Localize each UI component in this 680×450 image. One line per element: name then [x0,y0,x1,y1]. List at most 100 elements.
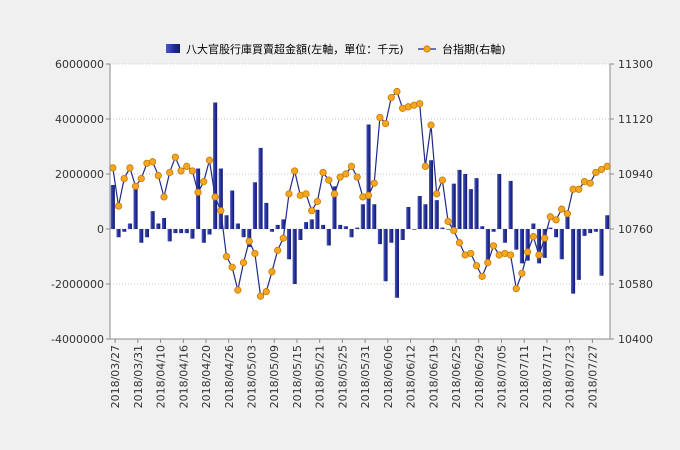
bar [525,229,530,261]
index-point [438,176,446,184]
bar [173,229,178,234]
index-point [370,179,378,187]
index-point [597,165,606,174]
index-point [416,100,424,108]
bar [457,169,462,230]
index-point [455,239,464,247]
bar [542,229,547,258]
x-tick-label: 2018/07/05 [495,345,508,408]
index-point [302,190,310,198]
y-right-tick-label: 10580 [618,278,653,291]
bar [230,190,235,229]
y-left-tick-label: 2000000 [55,168,104,181]
index-point [586,179,594,187]
bar [213,102,218,229]
bar [508,180,513,230]
bar [588,229,593,234]
index-point [529,233,537,241]
index-point [518,269,526,277]
bar [116,229,121,238]
bar [349,229,354,238]
bars-layer [110,102,610,298]
index-point [450,226,458,235]
index-point [262,288,270,296]
x-tick-label: 2018/04/26 [223,345,236,408]
x-tick-label: 2018/04/10 [155,345,168,408]
x-tick-label: 2018/05/21 [314,345,327,408]
x-tick-label: 2018/06/25 [450,345,463,408]
bar [332,186,337,230]
index-point [211,193,219,201]
y-left-tick-label: 4000000 [55,113,104,126]
bar [286,229,292,260]
index-line [112,90,608,298]
bar [571,229,576,294]
bar [400,229,405,240]
index-point [154,171,162,180]
bar [548,227,553,230]
legend-line-label: 台指期(右軸) [442,42,506,56]
index-point [467,249,475,258]
x-tick-label: 2018/03/31 [132,345,145,408]
index-point [239,259,248,267]
index-point [506,251,515,259]
index-point [228,263,236,271]
index-point [489,242,498,250]
bar [122,229,127,232]
index-point [120,174,128,183]
bar [502,229,507,243]
bar [536,229,542,264]
index-point [575,185,583,193]
y-right-tick-label: 10940 [618,168,653,181]
bar [235,223,240,229]
index-point [421,162,429,170]
x-tick-label: 2018/04/20 [200,345,213,408]
index-point [387,94,395,102]
index-point [114,202,123,210]
index-point [381,119,390,128]
bar [497,174,502,229]
bar [178,229,184,234]
bar [468,189,473,230]
bar [150,211,155,230]
bar [218,168,223,229]
bar [491,229,496,232]
legend: 八大官股行庫買賣超金額(左軸，單位：千元) 台指期(右軸) [166,42,506,56]
index-point [200,178,208,186]
y-left-tick-label: 6000000 [55,58,104,71]
bar [258,147,263,230]
bar [389,229,394,243]
x-tick-label: 2018/07/11 [518,345,531,408]
y-right-tick-label: 10400 [618,333,653,346]
bar [451,183,456,230]
index-point [149,158,157,166]
line-layer [109,87,611,300]
index-point [330,190,339,198]
index-point [444,217,452,225]
index-point [603,162,611,170]
index-point [222,252,231,261]
bar [315,209,320,229]
bar [184,229,189,234]
bar [423,204,428,229]
bar [593,229,598,232]
bar [167,229,172,242]
y-right-tick-label: 11300 [618,58,653,71]
index-point [291,167,299,175]
x-tick-label: 2018/05/09 [268,345,281,408]
bar [133,183,138,230]
bar [309,219,314,229]
legend-bar-label: 八大官股行庫買賣超金額(左軸，單位：千元) [186,42,404,56]
index-point [245,237,253,245]
index-point [256,292,265,300]
index-point [194,188,202,196]
bar [463,174,468,229]
index-point [126,164,134,172]
index-point [137,174,145,183]
bar [394,229,399,298]
plot-background [110,64,610,339]
bar [372,204,377,229]
bar [139,229,144,243]
index-point [188,167,196,175]
